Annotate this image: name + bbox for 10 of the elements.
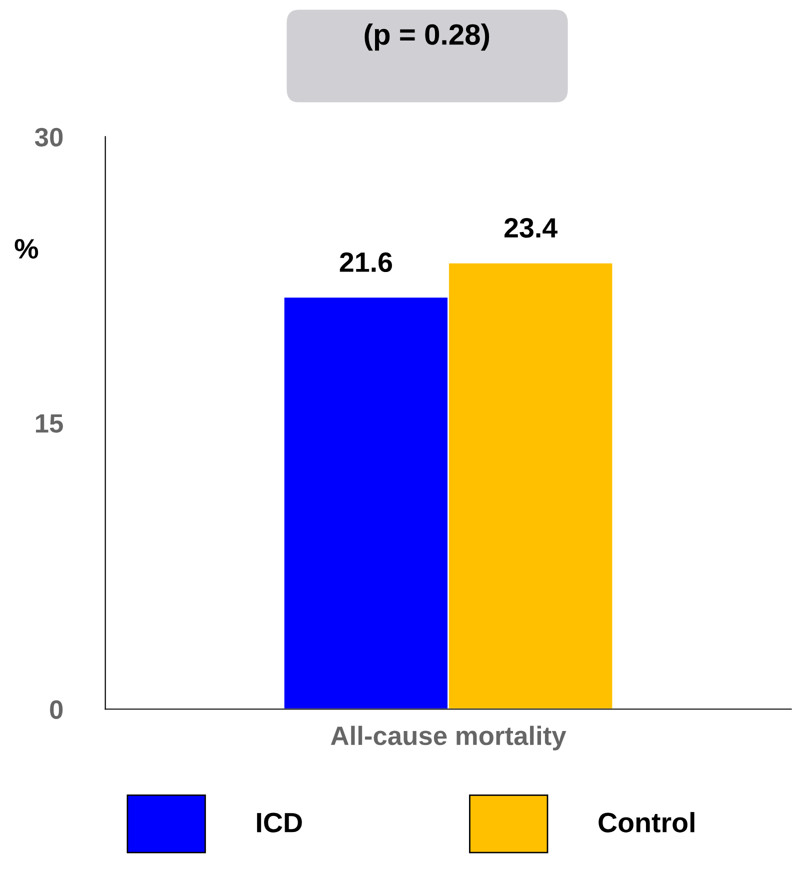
legend-label: ICD [257, 812, 302, 832]
y-tick-label: 0 [50, 700, 63, 719]
y-axis-title: % [14, 239, 38, 259]
x-tick-label: All-cause mortality [330, 726, 566, 750]
data-label: 21.6 [340, 252, 392, 272]
text: (p = 0.28) [364, 23, 490, 51]
legend-label: Control [598, 812, 694, 832]
data-label: 23.4 [504, 218, 558, 238]
y-tick-label: 15 [36, 414, 63, 433]
y-tick-label: 30 [34, 128, 63, 147]
